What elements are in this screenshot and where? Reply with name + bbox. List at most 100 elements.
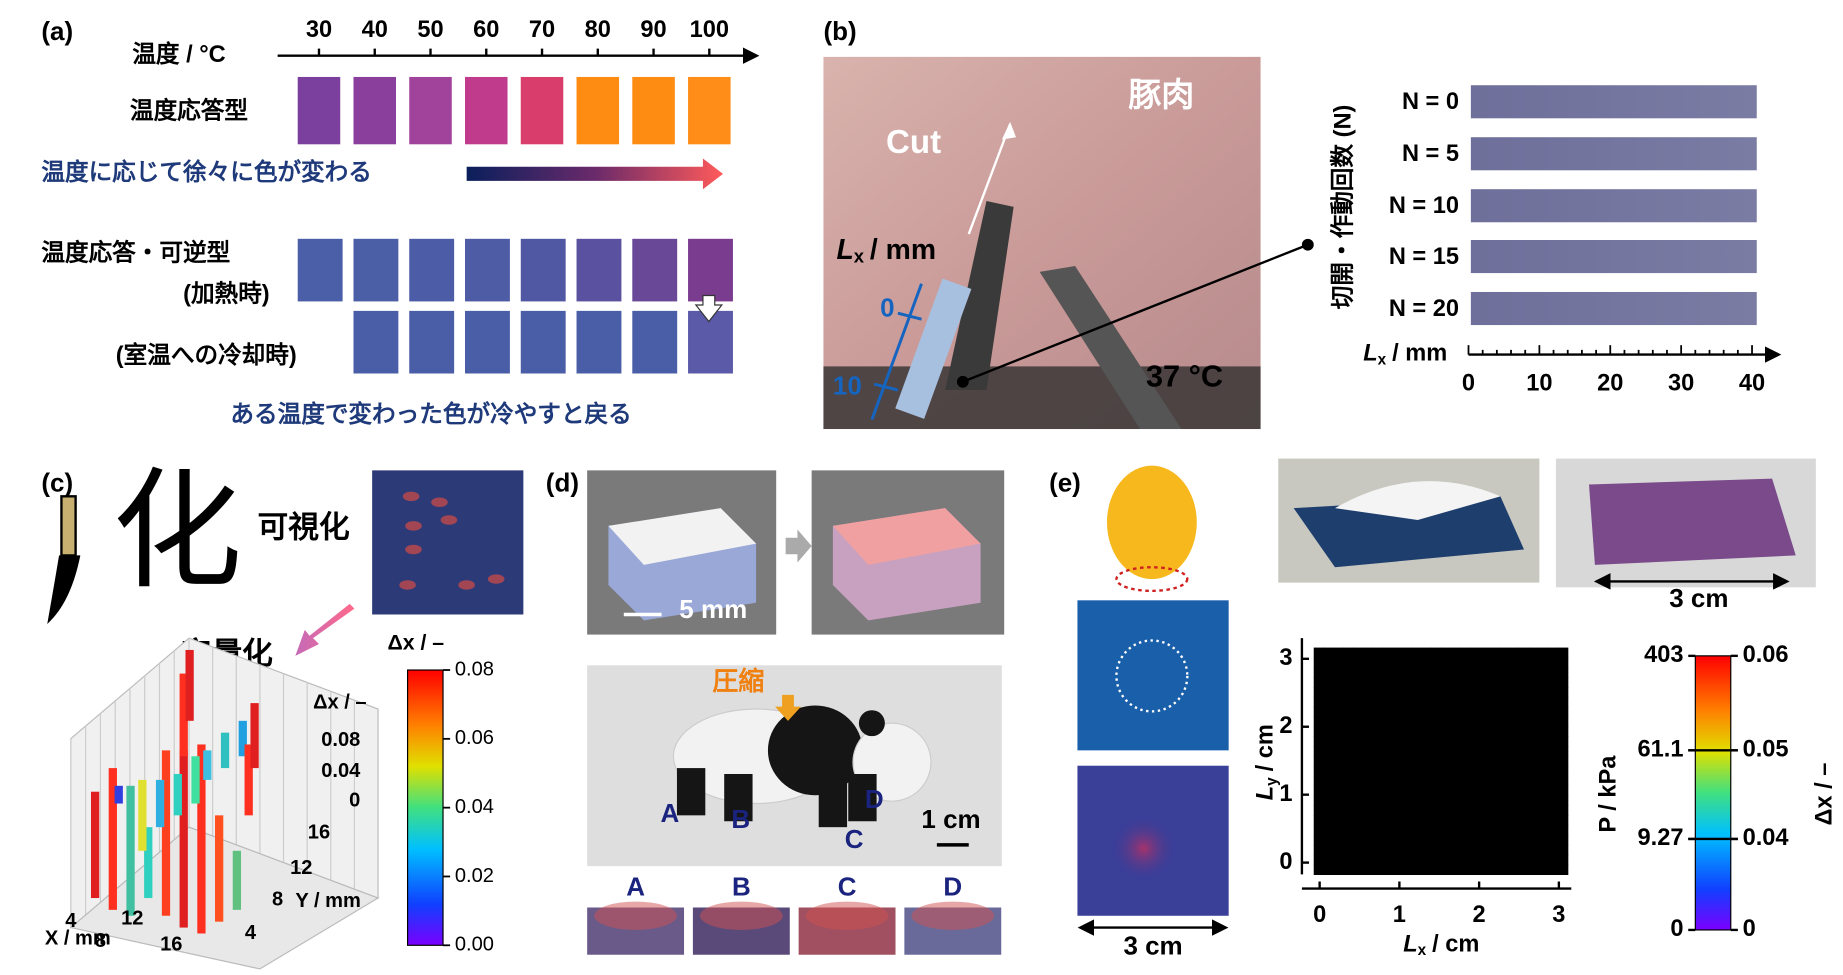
heatmap-cell <box>1489 775 1500 787</box>
heatmap-cell <box>1479 736 1491 747</box>
bar-3d <box>203 750 212 780</box>
heatmap-cell <box>1450 667 1461 678</box>
heatmap-cell <box>1382 696 1393 708</box>
photo-spot <box>399 580 416 590</box>
heatmap-cell <box>1470 825 1481 836</box>
heatmap-cell <box>1460 775 1471 787</box>
heatmap-cell <box>1411 825 1422 836</box>
heatmap-cell <box>1323 785 1334 797</box>
heatmap-cell <box>1411 706 1422 718</box>
heatmap-cell <box>1372 785 1383 797</box>
heatmap-cell <box>1470 687 1481 698</box>
tick-label: 0 <box>1279 849 1292 875</box>
heatmap-cell <box>1479 795 1491 806</box>
heatmap-cell <box>1362 746 1373 757</box>
heatmap-cell <box>1323 805 1334 816</box>
subscript: x <box>1418 942 1427 959</box>
heatmap-cell <box>1401 647 1413 659</box>
axis-title: Lx / mm <box>1363 341 1447 369</box>
heatmap-cell <box>1557 864 1569 876</box>
heatmap-cell <box>1479 657 1491 668</box>
heatmap-cell <box>1333 834 1344 846</box>
heatmap-cell <box>1440 726 1452 737</box>
heatmap-cell <box>1430 716 1442 728</box>
bar-3d <box>250 703 259 769</box>
heatmap-cell <box>1343 815 1354 826</box>
tick-label: 0.04 <box>455 796 494 818</box>
heatmap-cell <box>1548 726 1559 737</box>
heatmap-cell <box>1323 736 1334 747</box>
axis-title: 切開・作動回数 (N) <box>1330 105 1357 310</box>
heatmap-cell <box>1391 746 1403 757</box>
tick-label: 1 <box>1279 781 1292 807</box>
heatmap-cell <box>1479 677 1491 688</box>
heatmap-cell <box>1391 667 1403 678</box>
heatmap-cell <box>1460 647 1471 659</box>
heatmap-cell <box>1528 795 1540 806</box>
heatmap-cell <box>1343 696 1354 708</box>
heatmap-cell <box>1430 687 1442 698</box>
axis-title: Δx / – <box>313 691 366 713</box>
heatmap-cell <box>1382 667 1393 678</box>
heatmap-cell <box>1450 825 1461 836</box>
heatmap-cell <box>1421 756 1432 767</box>
strip-spot <box>594 901 677 930</box>
scale-tick <box>873 382 899 392</box>
heatmap-cell <box>1333 765 1344 777</box>
heatmap-cell <box>1509 696 1520 708</box>
heatmap-cell <box>1372 687 1383 698</box>
heatmap-cell <box>1440 687 1452 698</box>
bar-3d <box>108 768 117 910</box>
heatmap-cell <box>1479 746 1491 757</box>
heatmap-cell <box>1450 726 1461 737</box>
heatmap-cell <box>1499 805 1510 816</box>
heatmap-cell <box>1343 687 1354 698</box>
heatmap-cell <box>1450 716 1461 728</box>
heatmap-cell <box>1479 815 1491 826</box>
heatmap-cell <box>1509 805 1520 816</box>
heatmap-cell <box>1470 795 1481 806</box>
caption: 温度に応じて徐々に色が変わる <box>41 158 372 186</box>
heatmap-cell <box>1557 736 1569 747</box>
heatmap-cell <box>1489 716 1500 728</box>
heatmap-cell <box>1352 736 1364 747</box>
heatmap-cell <box>1470 677 1481 688</box>
heatmap-cell <box>1528 756 1540 767</box>
heatmap-cell <box>1323 765 1334 777</box>
heatmap-cell <box>1411 746 1422 757</box>
heatmap-cell <box>1391 687 1403 698</box>
heatmap-cell <box>1323 864 1334 876</box>
heatmap-cell <box>1313 765 1325 777</box>
heatmap-cell <box>1401 696 1413 708</box>
heatmap-cell <box>1528 716 1540 728</box>
bar-3d <box>232 850 242 910</box>
heatmap-cell <box>1401 844 1413 856</box>
heatmap-cell <box>1411 677 1422 688</box>
row-label: N = 15 <box>1389 244 1459 270</box>
heatmap-cell <box>1538 844 1549 856</box>
panda-shoulder <box>767 705 863 796</box>
heatmap-cell <box>1460 815 1471 826</box>
heatmap-cell <box>1518 736 1530 747</box>
gradient-arrow <box>466 158 724 190</box>
heatmap-cell <box>1528 696 1540 708</box>
photo <box>1077 600 1229 751</box>
heatmap-cell <box>1499 795 1510 806</box>
heatmap-cell <box>1509 765 1520 777</box>
heatmap-cell <box>1352 854 1364 866</box>
tick-label: 61.1 <box>1638 737 1684 763</box>
heatmap-cell <box>1548 687 1559 698</box>
heatmap-cell <box>1313 647 1325 659</box>
swatch <box>520 310 566 374</box>
heatmap-cell <box>1538 726 1549 737</box>
heatmap-cell <box>1421 726 1432 737</box>
heatmap-cell <box>1362 834 1373 846</box>
heatmap-cell <box>1352 696 1364 708</box>
heatmap-cell <box>1372 667 1383 678</box>
heatmap-cell <box>1372 716 1383 728</box>
heatmap-cell <box>1489 667 1500 678</box>
heatmap-cell <box>1421 795 1432 806</box>
heatmap-cell <box>1557 687 1569 698</box>
heatmap-cell <box>1479 716 1491 728</box>
